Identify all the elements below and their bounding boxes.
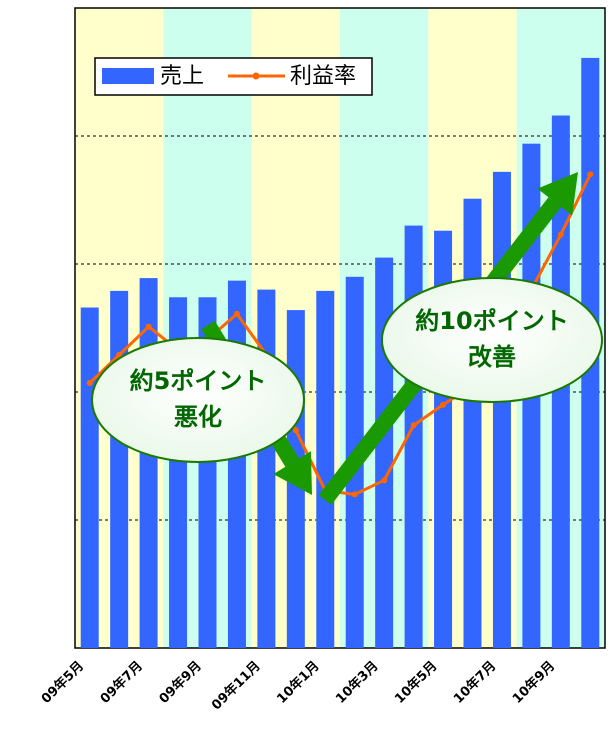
line-marker — [86, 380, 93, 387]
line-marker — [410, 422, 417, 429]
line-marker — [145, 323, 152, 330]
line-marker — [381, 477, 388, 484]
x-tick-label: 10年7月 — [450, 658, 499, 707]
bar — [316, 290, 335, 648]
bar — [110, 290, 129, 648]
x-tick-label: 09年11月 — [208, 658, 263, 713]
x-tick-label: 09年7月 — [97, 658, 146, 707]
line-marker — [233, 310, 240, 317]
line-marker — [351, 491, 358, 498]
annotation: 約10ポイント — [415, 307, 568, 335]
bar — [492, 171, 511, 648]
line-marker — [587, 171, 594, 178]
x-tick-label: 10年9月 — [509, 658, 558, 707]
plot-frame — [74, 7, 606, 649]
x-tick-label: 10年3月 — [333, 658, 382, 707]
line-marker — [116, 351, 123, 358]
x-tick-label: 09年5月 — [38, 658, 87, 707]
annotation: 悪化 — [174, 403, 222, 431]
annotation: 約5ポイント — [130, 367, 267, 395]
bar — [80, 307, 99, 648]
legend-label: 売上 — [160, 64, 204, 89]
callout — [91, 337, 305, 463]
line-marker — [557, 231, 564, 238]
legend-swatch — [102, 68, 154, 84]
annotation: 改善 — [468, 343, 516, 371]
line-marker — [440, 401, 447, 408]
bar — [463, 198, 482, 648]
x-tick-label: 10年5月 — [391, 658, 440, 707]
line-marker — [292, 427, 299, 434]
arrow-head — [537, 172, 578, 216]
bar — [227, 280, 246, 648]
x-tick-label: 10年1月 — [274, 658, 323, 707]
x-tick-label: 09年9月 — [156, 658, 205, 707]
arrow-head — [273, 451, 312, 495]
bar — [257, 289, 276, 648]
callout — [381, 277, 603, 403]
legend-swatch — [252, 72, 260, 80]
legend-label: 利益率 — [290, 64, 356, 89]
